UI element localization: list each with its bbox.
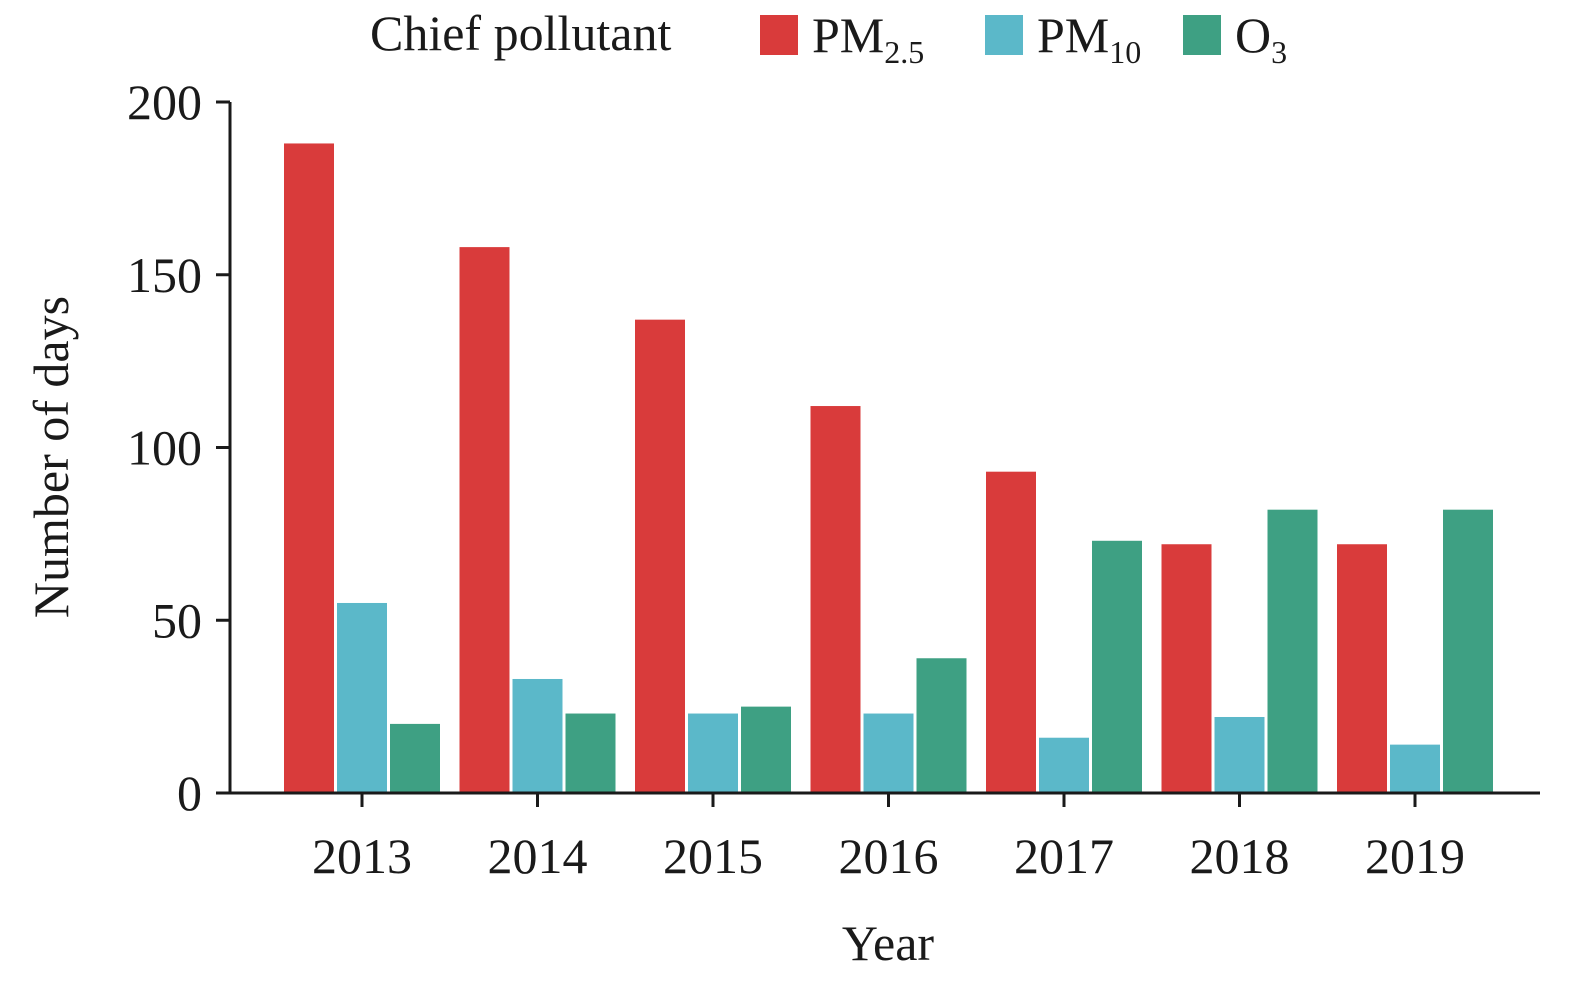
bar-pm10-2017 — [1039, 737, 1089, 793]
bar-o3-2017 — [1092, 540, 1142, 793]
bar-pm25-2015 — [635, 319, 685, 793]
bar-o3-2019 — [1443, 509, 1493, 793]
y-tick-label: 200 — [127, 74, 202, 130]
bar-pm25-2013 — [284, 143, 334, 793]
legend-swatch — [1183, 15, 1221, 55]
legend-label-main: O — [1235, 7, 1271, 63]
legend-label-main: PM — [812, 7, 884, 63]
bar-o3-2016 — [916, 658, 967, 793]
y-tick-label: 150 — [127, 247, 202, 303]
legend-label: PM2.5 — [812, 7, 924, 70]
bar-pm10-2015 — [688, 713, 738, 793]
x-tick-label: 2017 — [1014, 828, 1114, 884]
y-axis-title: Number of days — [23, 296, 79, 618]
bar-o3-2018 — [1267, 509, 1318, 793]
legend-label-sub: 2.5 — [884, 34, 924, 70]
x-tick-label: 2019 — [1365, 828, 1465, 884]
bar-pm25-2014 — [459, 247, 510, 794]
y-axis: 0 50 100 150 200 — [127, 74, 232, 821]
legend-items: PM2.5 PM10 O3 — [760, 7, 1287, 70]
legend: Chief pollutant PM2.5 PM10 O3 — [370, 5, 1287, 70]
x-axis-title: Year — [842, 915, 934, 971]
x-tick-label: 2018 — [1190, 828, 1290, 884]
legend-label-sub: 10 — [1109, 34, 1141, 70]
y-tick-label: 50 — [152, 592, 202, 648]
x-axis: 2013 2014 2015 2016 2017 2018 2019 — [230, 791, 1540, 884]
x-tick-label: 2014 — [488, 828, 588, 884]
y-tick-label: 100 — [127, 420, 202, 476]
bar-pm25-2018 — [1161, 544, 1212, 793]
legend-swatch — [760, 15, 798, 55]
bar-pm25-2016 — [810, 406, 861, 793]
legend-title: Chief pollutant — [370, 5, 671, 61]
bar-o3-2014 — [565, 713, 616, 793]
bar-pm25-2017 — [986, 471, 1036, 793]
bar-o3-2013 — [390, 723, 440, 793]
bar-pm10-2016 — [863, 713, 914, 793]
legend-label-sub: 3 — [1271, 34, 1287, 70]
bar-o3-2015 — [741, 706, 791, 793]
bar-pm10-2014 — [512, 678, 563, 793]
x-tick-label: 2016 — [839, 828, 939, 884]
x-tick-label: 2015 — [663, 828, 763, 884]
legend-label: O3 — [1235, 7, 1287, 70]
bar-pm10-2019 — [1390, 744, 1440, 793]
bar-pm10-2018 — [1214, 716, 1265, 793]
y-tick-label: 0 — [177, 765, 202, 821]
x-tick-label: 2013 — [312, 828, 412, 884]
legend-label: PM10 — [1037, 7, 1141, 70]
bar-pm10-2013 — [337, 602, 387, 793]
legend-swatch — [985, 15, 1023, 55]
legend-label-main: PM — [1037, 7, 1109, 63]
bars — [284, 143, 1493, 794]
bar-pm25-2019 — [1337, 544, 1387, 793]
